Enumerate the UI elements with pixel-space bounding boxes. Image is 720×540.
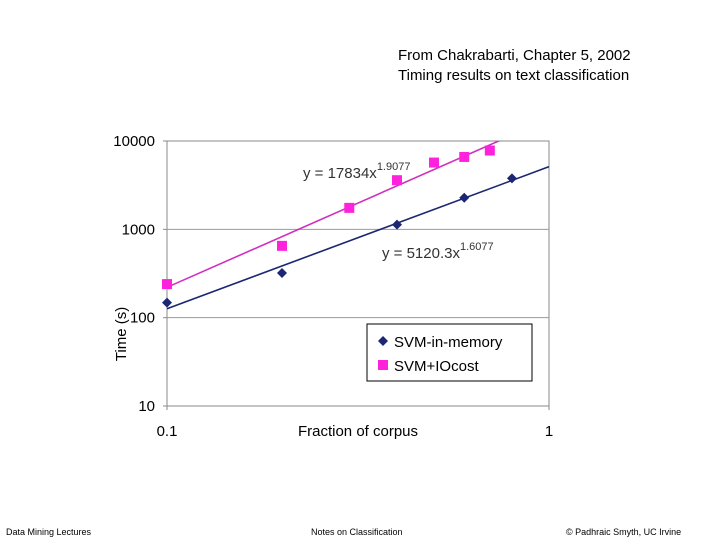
svm-in-memory-point (162, 297, 172, 308)
svm-iocost-point (391, 175, 402, 186)
y-tick-label: 10000 (113, 133, 155, 150)
data-markers (162, 145, 517, 308)
gridlines (167, 228, 549, 319)
footer-copyright: © Padhraic Smyth, UC Irvine (566, 527, 682, 537)
footer-course: Data Mining Lectures (6, 527, 92, 537)
trendline (167, 165, 549, 310)
trendline-equation: y = 5120.3x1.6077 (382, 241, 494, 262)
legend-label: SVM-in-memory (394, 334, 503, 351)
footer-topic: Notes on Classification (311, 527, 403, 537)
x-tick-label: 1 (545, 423, 553, 440)
trendline-labels: y = 5120.3x1.6077 y = 17834x1.9077 (303, 161, 494, 262)
svm-in-memory-point (391, 219, 402, 230)
legend-marker (378, 336, 388, 346)
source-note: From Chakrabarti, Chapter 5, 2002 Timing… (398, 46, 631, 86)
legend: SVM-in-memory SVM+IOcost (366, 323, 533, 382)
legend-label: SVM+IOcost (394, 358, 479, 375)
svm-iocost-point (429, 157, 440, 168)
svm-in-memory-point (506, 173, 517, 184)
legend-marker (378, 360, 388, 370)
svm-iocost-point (276, 240, 287, 251)
svm-iocost-point (484, 145, 495, 156)
svm-in-memory-point (459, 192, 470, 203)
axis-ticks: 10 100 1000 10000 0.1 1 (113, 133, 553, 440)
legend-box (366, 323, 533, 382)
x-axis-label: Fraction of corpus (298, 423, 418, 440)
x-tick-label: 0.1 (157, 423, 178, 440)
svm-in-memory-point (276, 268, 287, 279)
svm-iocost-point (459, 151, 470, 162)
y-tick-label: 1000 (122, 221, 155, 238)
source-line-1: From Chakrabarti, Chapter 5, 2002 (398, 47, 631, 64)
y-tick-label: 10 (138, 398, 155, 415)
y-axis-label: Time (s) (113, 307, 130, 361)
svm-iocost-point (344, 202, 355, 213)
source-line-2: Timing results on text classification (398, 67, 630, 84)
y-tick-label: 100 (130, 310, 155, 327)
trendline-equation: y = 17834x1.9077 (303, 161, 410, 182)
svm-iocost-point (162, 279, 172, 290)
